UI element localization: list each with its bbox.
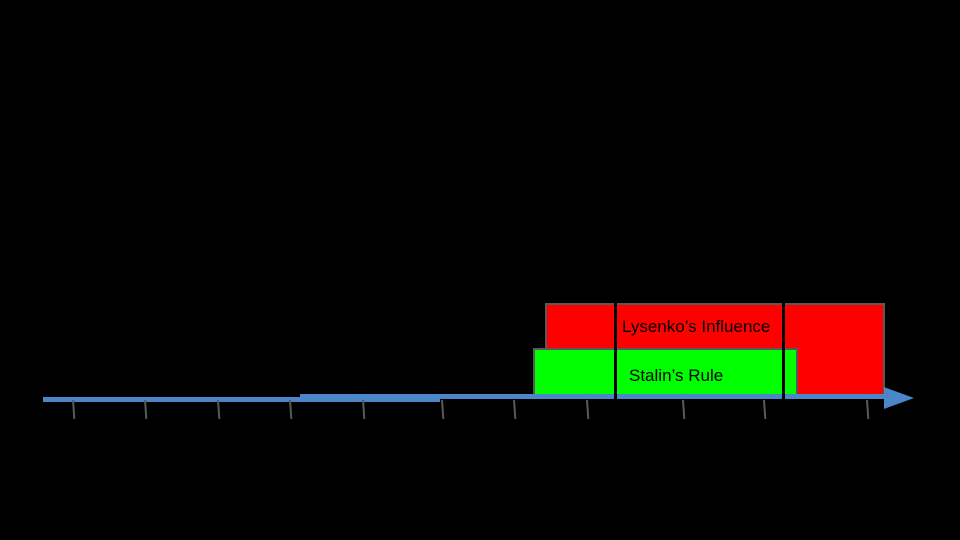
axis-tick-mark [362,399,366,420]
axis-tick-mark [682,399,686,420]
axis-tick-mark [763,399,767,420]
axis-tick-mark [866,399,870,420]
axis-tick-mark [217,399,221,420]
lysenko-influence-label: Lysenko’s Influence [622,317,771,336]
timeline-arrowhead-icon [884,387,914,409]
era-boundary-line-end [782,303,785,401]
stalin-rule-label: Stalin’s Rule [629,366,724,385]
axis-tick-mark [144,399,148,420]
timeline-axis-segment [43,397,440,402]
axis-tick-mark [441,399,445,420]
era-boundary-line-start [614,303,617,401]
axis-tick-mark [586,399,590,420]
axis-tick-mark [289,399,293,420]
timeline-axis-segment [300,394,888,399]
axis-tick-mark [72,399,76,420]
timeline-bar-stalin-rule [533,348,798,396]
axis-tick-mark [513,399,517,420]
